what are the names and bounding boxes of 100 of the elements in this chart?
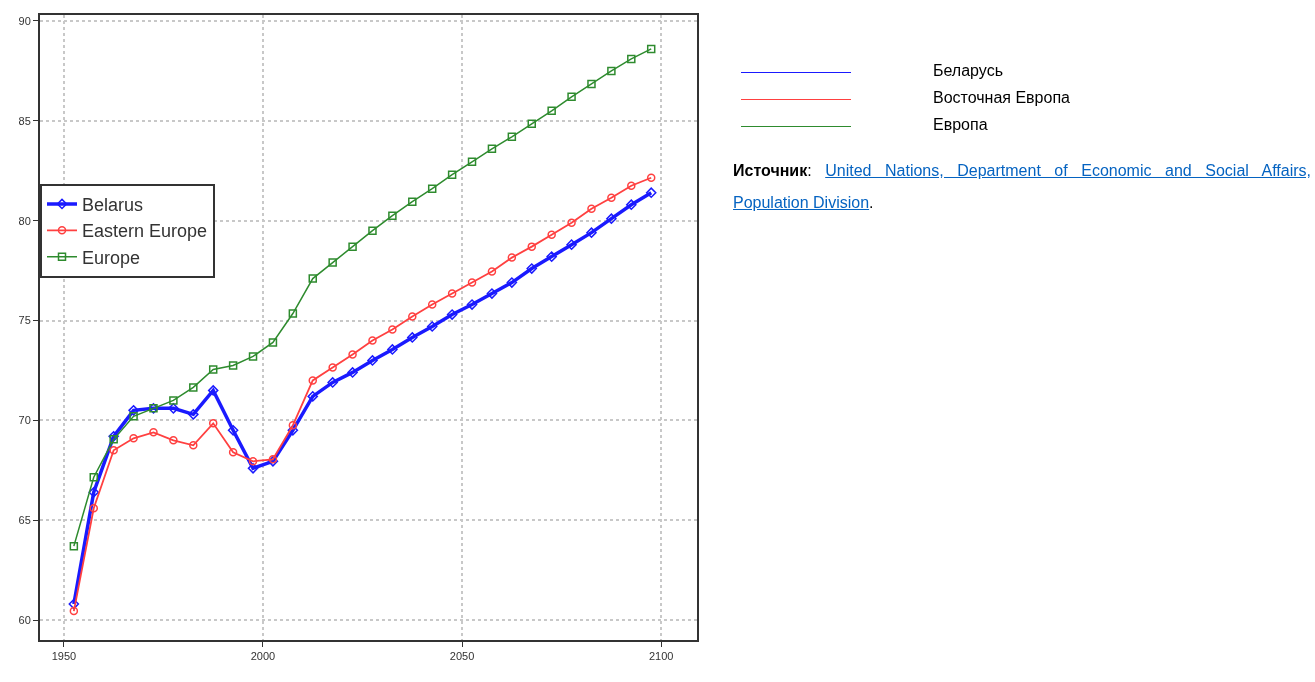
point <box>387 344 398 355</box>
point <box>627 54 636 64</box>
point <box>268 338 278 347</box>
point <box>587 79 596 89</box>
point <box>368 226 377 235</box>
point <box>149 428 158 437</box>
point <box>308 376 317 385</box>
point <box>506 277 518 288</box>
point <box>626 199 637 210</box>
point <box>89 503 98 513</box>
text: Восточная Европа <box>933 89 1070 107</box>
point <box>69 541 79 551</box>
legend-label: Eastern Europe <box>82 221 208 242</box>
point <box>109 446 118 455</box>
point <box>168 403 179 414</box>
point <box>288 309 298 318</box>
y-tick-label: 75 <box>18 314 31 327</box>
point <box>645 187 657 199</box>
y-tick-label: 65 <box>18 514 31 527</box>
x-tick-label: 2000 <box>250 650 276 663</box>
point <box>646 173 656 182</box>
point <box>367 355 378 366</box>
point <box>607 66 616 76</box>
x-tick-label: 2050 <box>449 650 475 663</box>
point <box>287 425 299 436</box>
point <box>586 227 597 238</box>
point <box>527 242 536 251</box>
point <box>388 325 397 334</box>
point <box>109 435 118 444</box>
point <box>567 92 576 102</box>
legend-label: Belarus <box>82 194 144 215</box>
x-tick-label: 1950 <box>51 650 77 663</box>
point <box>189 441 198 450</box>
point <box>288 421 298 430</box>
point <box>507 253 517 262</box>
point <box>408 197 417 206</box>
point <box>467 157 477 167</box>
point <box>407 332 418 343</box>
legend-label: Europe <box>82 247 141 268</box>
point <box>408 312 417 321</box>
text: Беларусь <box>933 62 1003 80</box>
point <box>486 288 498 299</box>
point <box>426 321 438 332</box>
y-tick-label: 60 <box>18 613 31 626</box>
point <box>188 409 199 420</box>
point <box>607 193 616 202</box>
point <box>328 363 337 372</box>
point <box>189 383 198 392</box>
point <box>227 425 239 436</box>
point <box>566 239 577 250</box>
point <box>89 473 98 482</box>
point <box>128 405 139 416</box>
point <box>129 434 138 443</box>
x-tick-label: 2100 <box>648 650 674 663</box>
point <box>327 377 338 388</box>
point <box>446 309 458 320</box>
point <box>527 119 536 129</box>
point <box>427 184 437 193</box>
point <box>507 132 517 142</box>
point <box>447 289 457 298</box>
point <box>68 598 80 610</box>
point <box>447 170 457 179</box>
point <box>328 258 337 267</box>
point <box>348 350 357 359</box>
point <box>308 274 317 283</box>
point <box>388 211 397 220</box>
point <box>88 486 100 498</box>
y-tick-label: 80 <box>18 214 31 227</box>
point <box>526 263 538 274</box>
y-tick-label: 85 <box>18 114 31 127</box>
y-tick-label: 90 <box>18 14 31 27</box>
point <box>547 106 556 116</box>
point <box>427 300 437 309</box>
point <box>627 181 636 190</box>
text: Источник: United Nations, Department of Economic and Social Affairs, Population Division. <box>733 161 1312 213</box>
point <box>587 204 596 213</box>
point <box>247 462 259 474</box>
point <box>487 267 497 276</box>
point <box>646 44 656 54</box>
point <box>129 412 138 421</box>
point <box>228 361 238 370</box>
y-tick-label: 70 <box>18 414 31 427</box>
point <box>248 352 258 361</box>
point <box>108 431 119 442</box>
point <box>248 457 258 466</box>
point <box>228 448 238 457</box>
point <box>467 278 477 287</box>
point <box>208 365 218 374</box>
point <box>547 230 556 239</box>
text: Европа <box>933 116 988 134</box>
point <box>69 606 79 616</box>
point <box>307 391 319 402</box>
point <box>368 336 377 345</box>
point <box>487 144 497 154</box>
point <box>347 367 358 378</box>
point <box>208 419 218 428</box>
point <box>606 213 617 224</box>
point <box>546 251 557 262</box>
point <box>466 299 478 310</box>
point <box>567 218 576 227</box>
